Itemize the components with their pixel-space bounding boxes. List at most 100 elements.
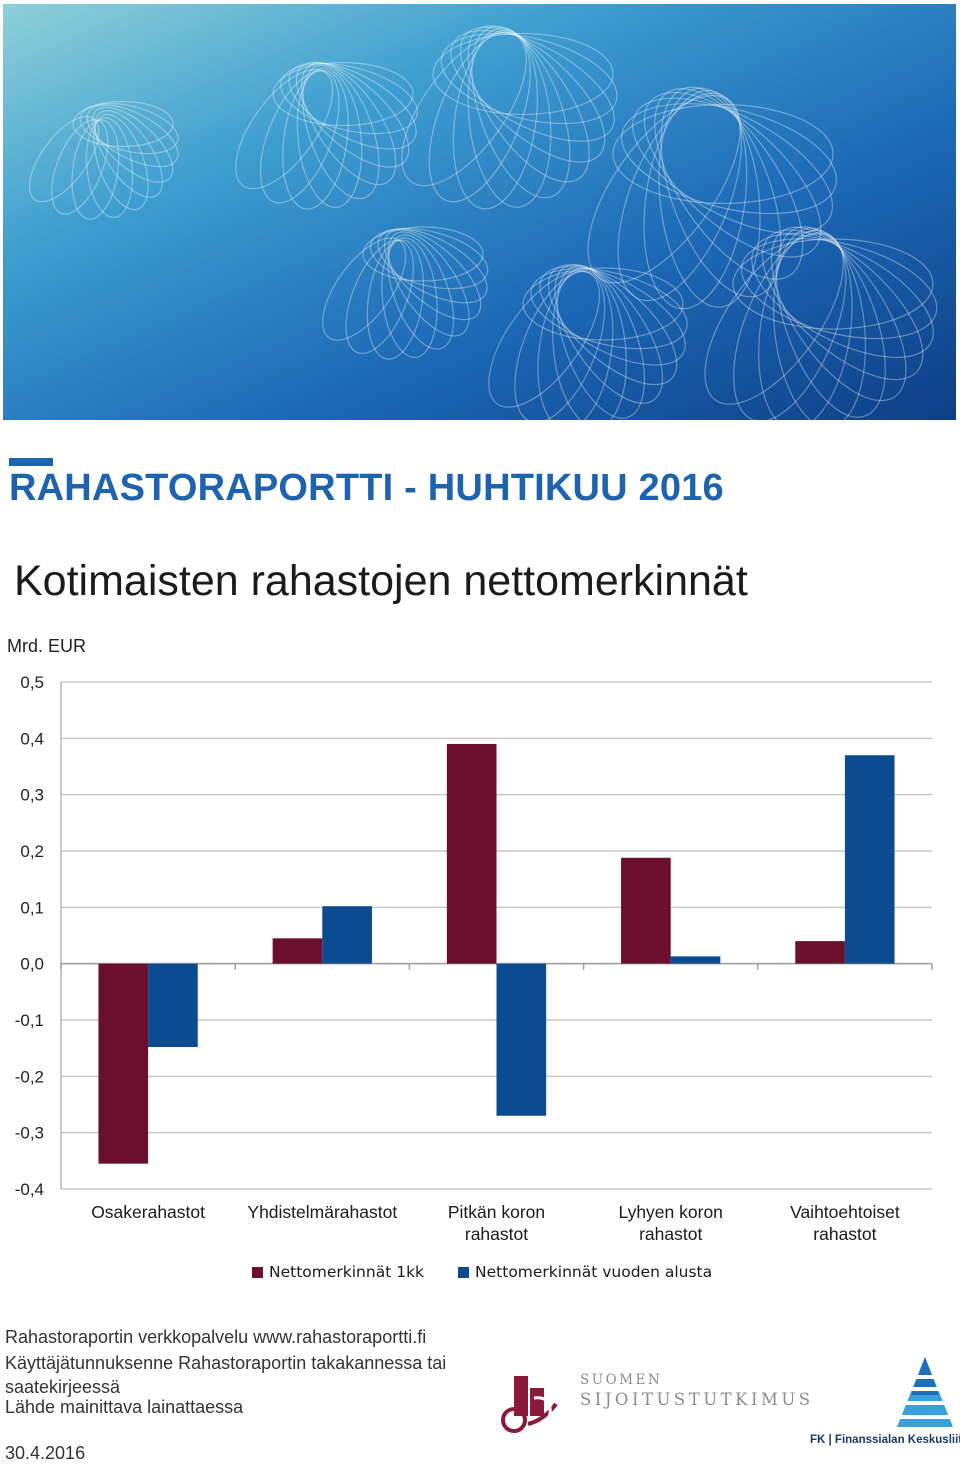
x-category-label: Vaihtoehtoiset rahastot (790, 1202, 900, 1244)
hero-loop (387, 231, 470, 337)
hero-loop (259, 70, 340, 204)
bar-month (272, 938, 323, 964)
hero-loop (440, 33, 618, 125)
hero-loop (322, 237, 407, 341)
hero-loop (740, 238, 938, 340)
hero-loop (658, 87, 761, 308)
hero-loop (539, 266, 686, 366)
legend-swatch-month (252, 1266, 263, 1278)
y-tick-label: 0,4 (20, 729, 44, 748)
legend-label-ytd: Nettomerkinnät vuoden alusta (475, 1263, 713, 1281)
hero-loop (751, 233, 934, 358)
hero-loop (93, 113, 149, 211)
hero-loop (280, 63, 419, 135)
legend-swatch-ytd (458, 1266, 470, 1278)
y-tick-label: -0,1 (15, 1011, 44, 1030)
hero-loop (733, 232, 847, 420)
hero-loop (612, 103, 834, 205)
hero-loop (556, 265, 645, 419)
hero-loop (621, 103, 838, 215)
hero-loop (467, 27, 552, 208)
hero-loop (537, 269, 614, 420)
hero-loop (366, 239, 424, 360)
hero-loop (660, 86, 782, 298)
sijoitustutkimus-line1: SUOMEN (580, 1372, 663, 1388)
y-tick-label: 0,3 (20, 786, 44, 805)
bar-ytd (148, 963, 198, 1048)
sijoitustutkimus-line2: SIJOITUSTUTKIMUS (580, 1390, 814, 1409)
hero-loop (345, 239, 415, 355)
bar-month (98, 963, 149, 1164)
x-category-label: Pitkän koron rahastot (448, 1202, 545, 1244)
hero-loop (554, 264, 664, 404)
hero-loop (94, 110, 163, 198)
bar-chart: 0,5 0,4 0,3 0,2 0,1 0,0 -0,1 -0,2 -0,3 -0,4 Osaker… (15, 673, 933, 1244)
legend-item-month: Nettomerkinnät 1kk (252, 1263, 424, 1281)
footer-web-service: Rahastoraportin verkkopalvelu www.rahast… (5, 1327, 427, 1347)
hero-loop (758, 229, 853, 420)
legend-label-month: Nettomerkinnät 1kk (269, 1263, 425, 1281)
hero-loop (381, 237, 438, 358)
hero-loop (704, 233, 844, 405)
y-tick-label: 0,1 (20, 898, 44, 917)
hero-loop (643, 91, 822, 258)
legend-item-ytd: Nettomerkinnät vuoden alusta (458, 1263, 712, 1281)
sijoitustutkimus-name: SUOMEN SIJOITUSTUTKIMUS (580, 1372, 814, 1409)
bar-ytd (496, 963, 547, 1116)
hero-loop (772, 227, 867, 420)
x-category-label: Lyhyen koron rahastot (618, 1202, 722, 1244)
bar-ytd (844, 755, 895, 964)
bar-ytd (322, 906, 372, 964)
hero-loop (617, 92, 743, 302)
hero-loop (467, 25, 590, 183)
sijoitustutkimus-logo-icon (501, 1376, 558, 1434)
bar-ytd (670, 956, 721, 964)
footer-source-note: Lähde mainittava lainattaessa (5, 1397, 244, 1417)
x-category-label: Osakerahastot (91, 1202, 205, 1222)
footer-date: 30.4.2016 (5, 1443, 86, 1463)
hero-loop (91, 106, 174, 183)
hero-loop (632, 97, 834, 235)
hero-loop (377, 228, 488, 304)
hero-loop (732, 238, 934, 330)
hero-loop (85, 117, 134, 219)
x-category-label: Yhdistelmärahastot (247, 1202, 397, 1222)
hero-loop (272, 61, 414, 127)
hero-loop (530, 268, 688, 350)
hero-loop (488, 270, 601, 408)
hero-loop (770, 226, 907, 402)
hero-loop (295, 61, 410, 168)
hero-loop (383, 229, 482, 321)
footer-credentials-line2: saatekirjeessä (5, 1377, 121, 1397)
hero-loop (459, 26, 606, 163)
bar-month (446, 743, 497, 964)
hero-loop (369, 228, 489, 290)
hero-banner-image (3, 4, 956, 420)
hero-loop (514, 270, 606, 420)
chart-unit-label: Mrd. EUR (7, 636, 87, 656)
hero-loop (282, 69, 349, 210)
hero-loop (296, 67, 363, 208)
bar-month (795, 941, 845, 964)
hero-loop (86, 104, 179, 168)
hero-loop (51, 119, 109, 215)
fk-name: FK | Finanssialan Keskusliitto (810, 1434, 960, 1446)
hero-loop (775, 226, 886, 418)
hero-loop (522, 267, 684, 341)
hero-loop (761, 229, 924, 381)
hero-loop (450, 29, 615, 142)
hero-loop (301, 62, 397, 186)
y-tick-label: 0,2 (20, 842, 44, 861)
hero-loop (288, 62, 417, 150)
fk-logo-icon (897, 1357, 953, 1427)
bar-month (621, 857, 671, 964)
hero-loop (654, 88, 804, 280)
hero-loop (72, 100, 174, 148)
report-title: RAHASTORAPORTTI - HUHTIKUU 2016 (9, 467, 724, 509)
hero-loop (362, 226, 484, 282)
y-tick-label: 0,0 (20, 955, 44, 974)
title-accent-bar (9, 458, 53, 466)
hero-loop (387, 234, 455, 350)
hero-loop (452, 29, 539, 210)
y-tick-label: -0,2 (15, 1067, 44, 1086)
